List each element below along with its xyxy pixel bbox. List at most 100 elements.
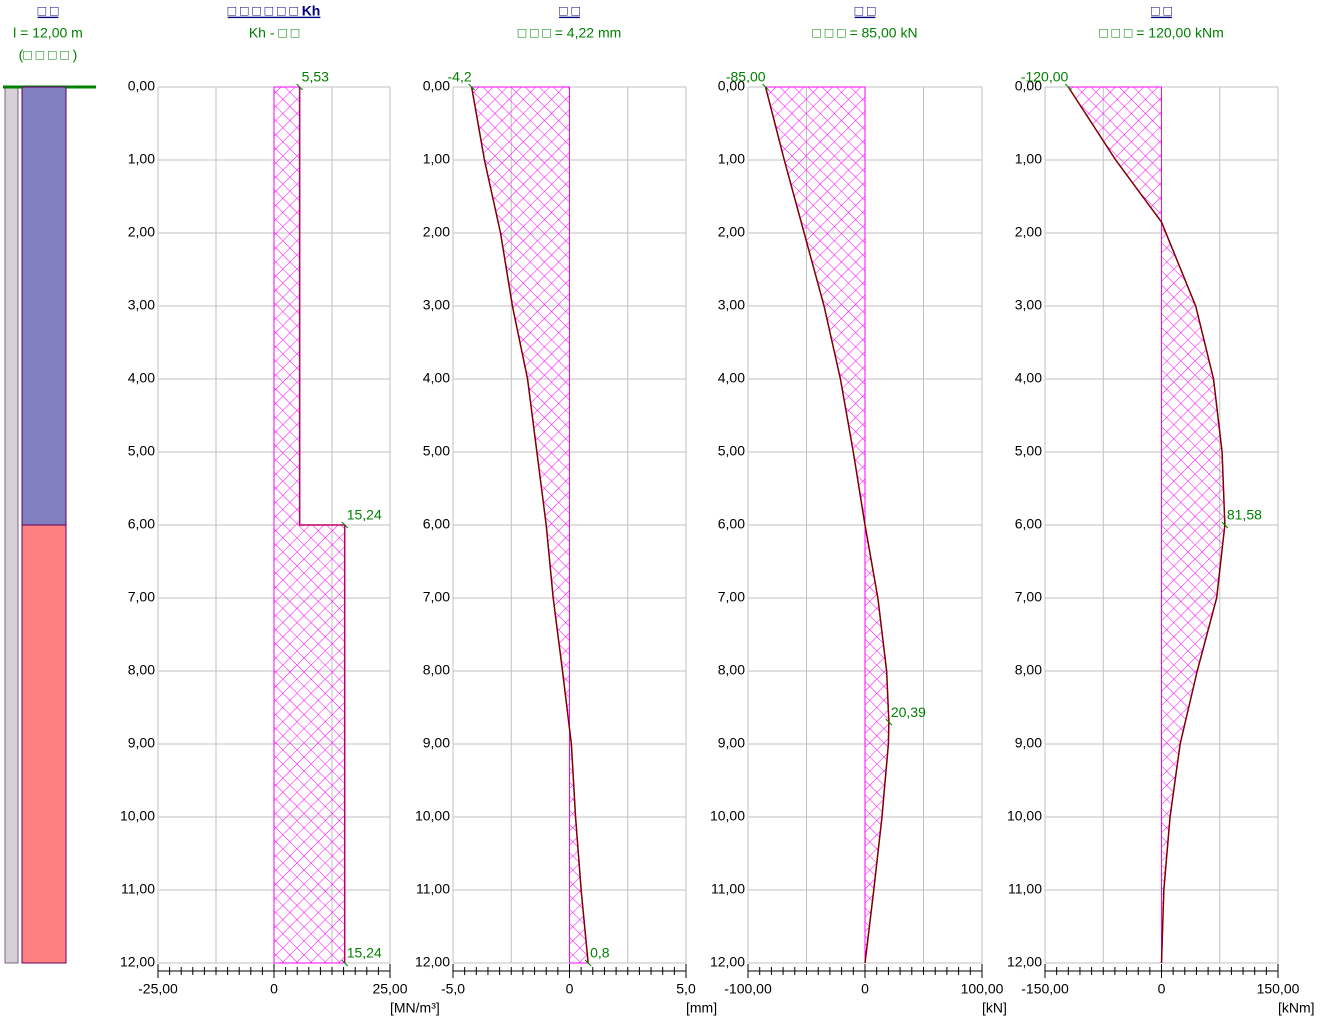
panel-subtitle: Kh - □ □ (249, 25, 300, 41)
y-tick-label: 3,00 (128, 297, 155, 313)
axis-unit: [kN] (982, 1000, 1007, 1016)
y-tick-label: 1,00 (1015, 151, 1042, 167)
axis-unit: [kNm] (1278, 1000, 1315, 1016)
y-tick-label: 9,00 (718, 735, 745, 751)
annotation-tick (1064, 83, 1072, 91)
y-tick-label: 3,00 (718, 297, 745, 313)
x-tick-label: -5,0 (441, 981, 465, 997)
y-tick-label: 12,00 (710, 954, 745, 970)
annotation-label: -120,00 (1021, 69, 1069, 85)
y-tick-label: 3,00 (1015, 297, 1042, 313)
y-tick-label: 10,00 (415, 808, 450, 824)
y-tick-label: 8,00 (423, 662, 450, 678)
y-tick-label: 1,00 (718, 151, 745, 167)
y-tick-label: 0,00 (1015, 78, 1042, 94)
y-tick-label: 8,00 (128, 662, 155, 678)
axis-unit: [MN/m³] (390, 1000, 440, 1016)
x-tick-label: 25,00 (372, 981, 407, 997)
annotation-label: 0,8 (590, 945, 610, 961)
y-tick-label: 6,00 (718, 516, 745, 532)
y-tick-label: 11,00 (121, 881, 155, 897)
y-tick-label: 2,00 (128, 224, 155, 240)
y-tick-label: 5,00 (718, 443, 745, 459)
panel-title: □ □ (1151, 3, 1172, 19)
x-tick-label: 0 (270, 981, 278, 997)
y-tick-label: 2,00 (1015, 224, 1042, 240)
annotation-label: -85,00 (726, 69, 766, 85)
y-tick-label: 12,00 (415, 954, 450, 970)
pile (4, 86, 19, 964)
annotation-label: 81,58 (1227, 507, 1262, 523)
x-tick-label: -150,00 (1021, 981, 1069, 997)
annotation-label: 15,24 (347, 945, 382, 961)
panel-subtitle: □ □ □ = 4,22 mm (518, 25, 622, 41)
y-tick-label: 8,00 (1015, 662, 1042, 678)
x-tick-label: -25,00 (138, 981, 178, 997)
panel-title: □ □ □ □ □ □ Kh (228, 3, 321, 19)
annotation-tick (885, 718, 893, 726)
y-tick-label: 2,00 (423, 224, 450, 240)
x-tick-label: 100,00 (961, 981, 1004, 997)
x-tick-label: 0 (861, 981, 869, 997)
axis-unit: [mm] (686, 1000, 717, 1016)
y-tick-label: 10,00 (1007, 808, 1042, 824)
panel-subtitle: □ □ □ = 120,00 kNm (1099, 25, 1224, 41)
y-tick-label: 6,00 (423, 516, 450, 532)
y-tick-label: 4,00 (1015, 370, 1042, 386)
pile-length: l = 12,00 m (13, 25, 83, 41)
annotation-label: 5,53 (302, 69, 329, 85)
y-tick-label: 11,00 (416, 881, 450, 897)
y-tick-label: 0,00 (718, 78, 745, 94)
y-tick-label: 6,00 (1015, 516, 1042, 532)
y-tick-label: 7,00 (1015, 589, 1042, 605)
y-tick-label: 11,00 (1008, 881, 1042, 897)
y-tick-label: 6,00 (128, 516, 155, 532)
annotation-tick (296, 83, 304, 91)
y-tick-label: 4,00 (128, 370, 155, 386)
soil-title: □ □ (38, 3, 59, 19)
y-tick-label: 7,00 (718, 589, 745, 605)
panel-title: □ □ (559, 3, 580, 19)
x-tick-label: 5,0 (676, 981, 696, 997)
annotation-tick (341, 521, 349, 529)
y-tick-label: 3,00 (423, 297, 450, 313)
y-tick-label: 9,00 (128, 735, 155, 751)
y-tick-label: 1,00 (423, 151, 450, 167)
y-tick-label: 12,00 (120, 954, 155, 970)
y-tick-label: 4,00 (423, 370, 450, 386)
annotation-tick (1221, 521, 1229, 529)
curve (298, 87, 346, 963)
x-tick-label: 150,00 (1257, 981, 1300, 997)
annotation-label: -4,2 (448, 69, 472, 85)
soil-layer (21, 524, 67, 964)
y-tick-label: 10,00 (710, 808, 745, 824)
y-tick-label: 9,00 (423, 735, 450, 751)
y-tick-label: 1,00 (128, 151, 155, 167)
y-tick-label: 5,00 (423, 443, 450, 459)
y-tick-label: 4,00 (718, 370, 745, 386)
panel-title: □ □ (855, 3, 876, 19)
y-tick-label: 7,00 (128, 589, 155, 605)
y-tick-label: 7,00 (423, 589, 450, 605)
curve (764, 86, 890, 964)
curve (470, 86, 589, 964)
y-tick-label: 12,00 (1007, 954, 1042, 970)
x-tick-label: 0 (566, 981, 574, 997)
y-tick-label: 8,00 (718, 662, 745, 678)
soil-layer (21, 86, 67, 526)
annotation-tick (341, 959, 349, 967)
annotation-label: 20,39 (891, 704, 926, 720)
soil-note: (□ □ □ □ ) (19, 47, 78, 63)
y-tick-label: 10,00 (120, 808, 155, 824)
y-tick-label: 0,00 (128, 78, 155, 94)
y-tick-label: 5,00 (1015, 443, 1042, 459)
annotation-tick (584, 959, 592, 967)
y-tick-label: 0,00 (423, 78, 450, 94)
y-tick-label: 2,00 (718, 224, 745, 240)
y-tick-label: 11,00 (711, 881, 745, 897)
annotation-tick (468, 83, 475, 91)
panel-subtitle: □ □ □ = 85,00 kN (812, 25, 917, 41)
y-tick-label: 9,00 (1015, 735, 1042, 751)
